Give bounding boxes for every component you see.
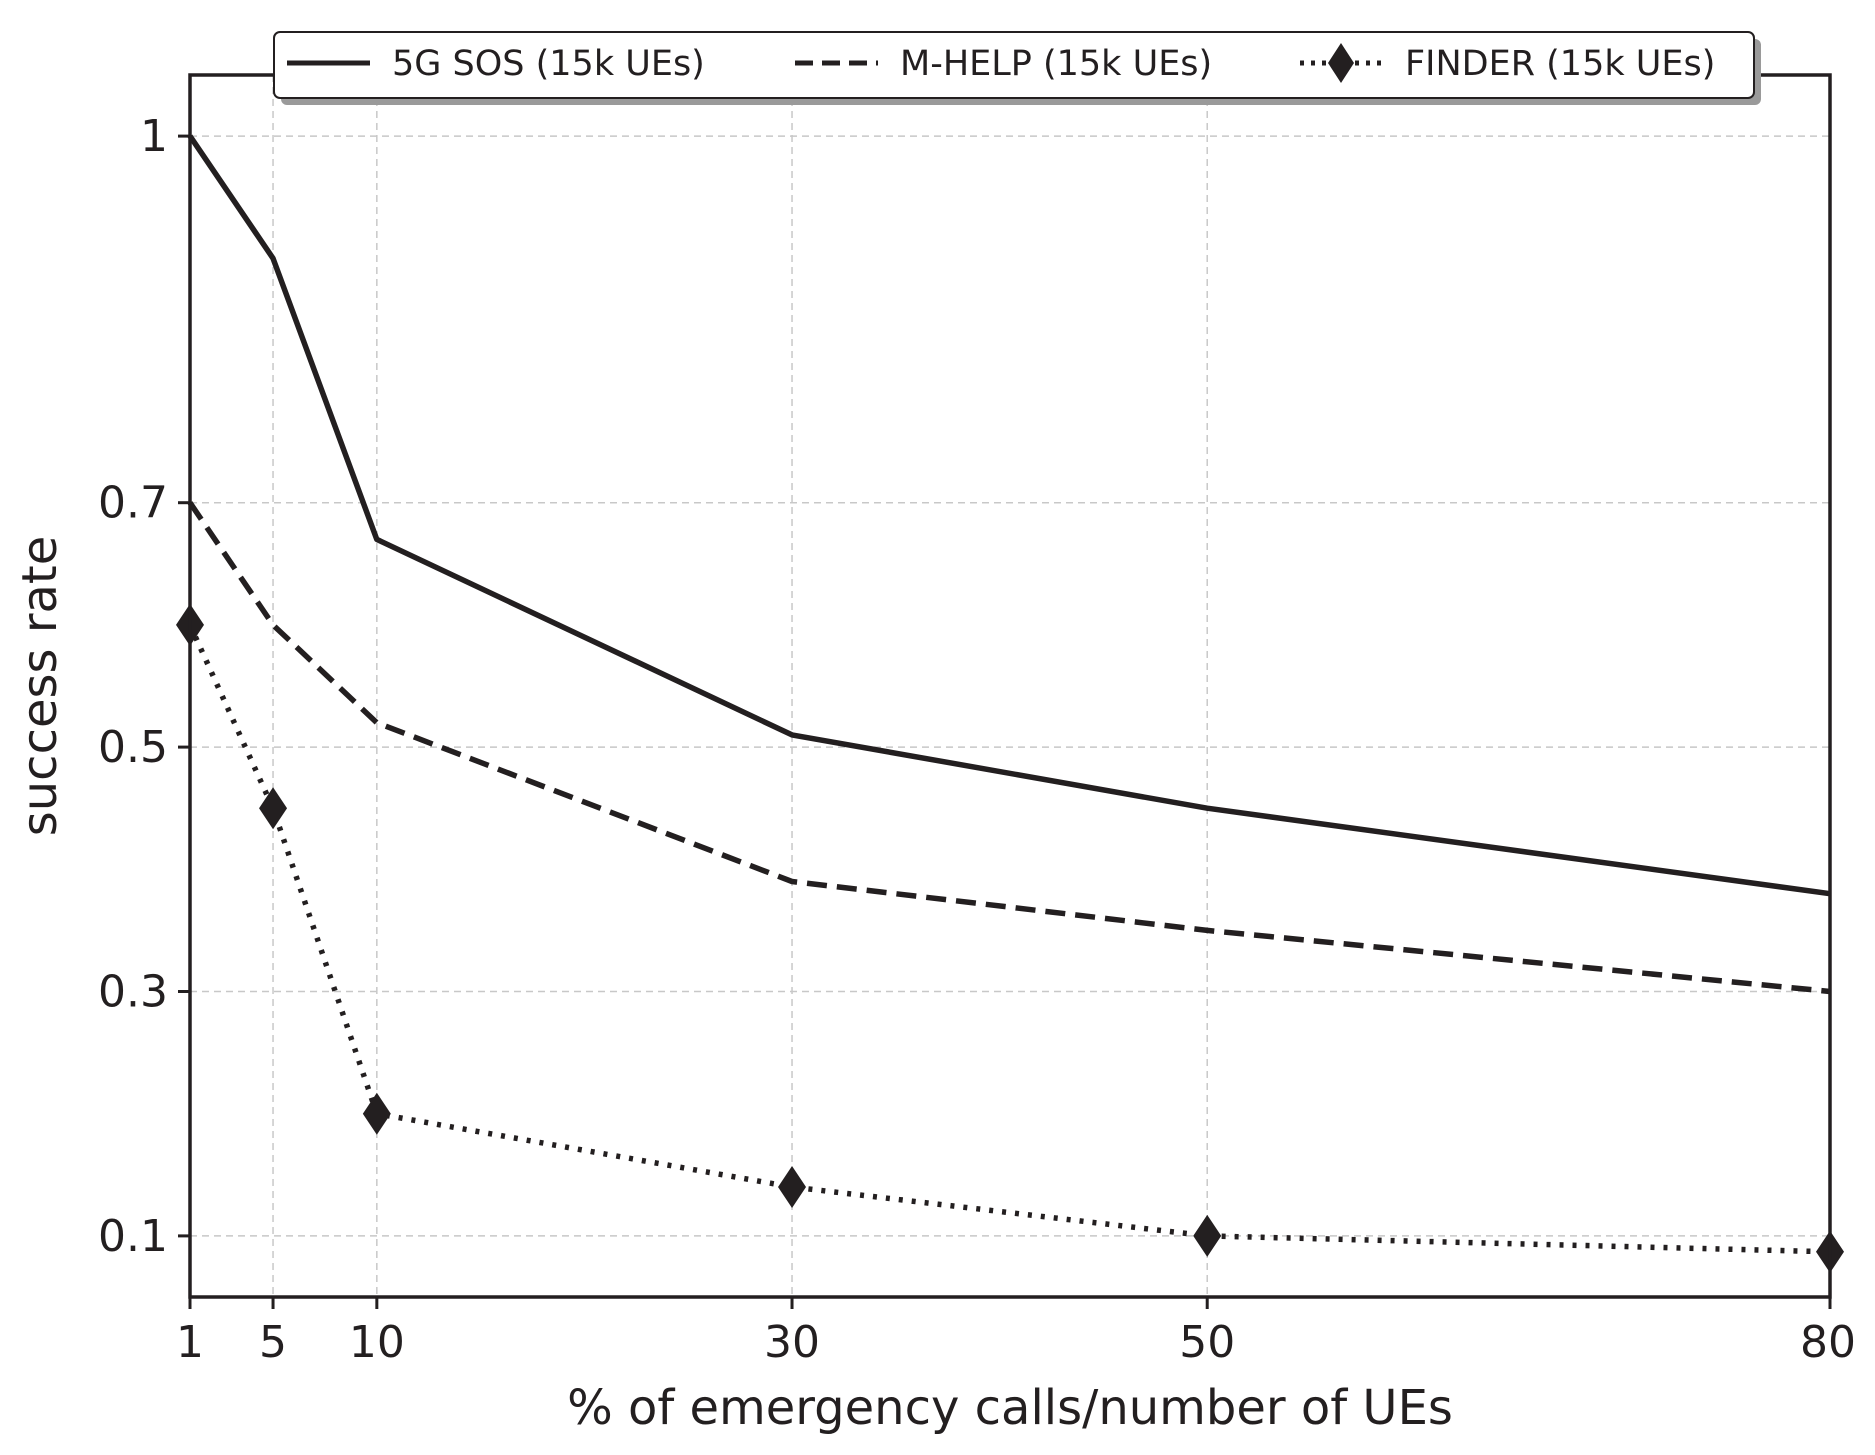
x-tick-label: 50	[1179, 1317, 1235, 1368]
legend-box	[273, 31, 1755, 99]
legend: 5G SOS (15k UEs) M-HELP (15k UEs) FINDER…	[273, 31, 1761, 105]
diamond-marker	[1193, 1214, 1222, 1257]
x-axis-title: % of emergency calls/number of UEs	[567, 1380, 1453, 1436]
markers-layer	[176, 603, 1844, 1273]
series-layer	[187, 134, 1831, 1255]
x-tick-label: 5	[259, 1317, 287, 1368]
legend-label-m-help: M-HELP (15k UEs)	[900, 44, 1212, 84]
diamond-marker	[362, 1092, 391, 1135]
y-tick-label: 0.1	[98, 1211, 168, 1262]
series-line-5g	[187, 134, 1831, 897]
diamond-marker	[259, 787, 288, 830]
y-tick-label: 0.7	[98, 478, 168, 529]
x-tick-label: 80	[1800, 1317, 1856, 1368]
y-tick-label: 1	[140, 111, 168, 162]
legend-label-5g-sos: 5G SOS (15k UEs)	[392, 44, 705, 84]
y-tick-label: 0.3	[98, 967, 168, 1018]
legend-diamond-marker	[1328, 43, 1354, 83]
x-tick-label: 30	[764, 1317, 820, 1368]
series-line-m-help	[187, 501, 1831, 995]
x-tick-label: 10	[349, 1317, 405, 1368]
x-tick-label: 1	[176, 1317, 204, 1368]
legend-label-finder: FINDER (15k UEs)	[1405, 44, 1715, 84]
y-axis: 0.1 0.3 0.5 0.7 1	[98, 111, 190, 1262]
y-axis-title: success rate	[12, 536, 68, 837]
diamond-marker	[778, 1166, 807, 1209]
y-tick-label: 0.5	[98, 722, 168, 773]
x-axis: 1 5 10 30 50 80	[176, 1297, 1856, 1368]
grid	[189, 75, 1831, 1297]
